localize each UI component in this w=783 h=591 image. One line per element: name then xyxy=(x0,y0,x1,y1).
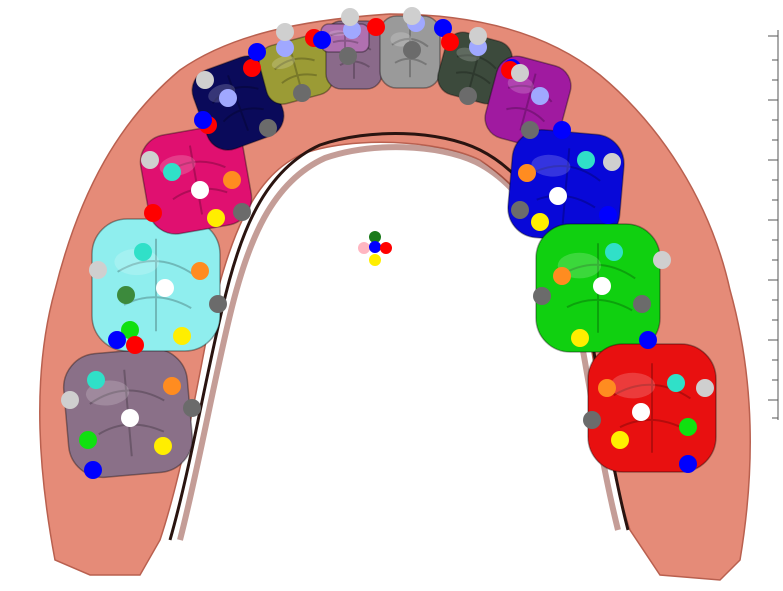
landmark-points xyxy=(61,7,714,479)
landmark-dot-cyan[interactable] xyxy=(577,151,595,169)
tooth-crown xyxy=(139,125,253,235)
landmark-dot-grey[interactable] xyxy=(459,87,477,105)
landmark-dot-grey[interactable] xyxy=(403,41,421,59)
landmark-dot-blue[interactable] xyxy=(599,206,617,224)
tooth-molar-right[interactable] xyxy=(587,343,717,473)
center-marker-dot-pink xyxy=(358,242,370,254)
center-marker[interactable] xyxy=(358,231,392,266)
landmark-dot-grey[interactable] xyxy=(259,119,277,137)
landmark-dot-grey[interactable] xyxy=(339,47,357,65)
landmark-dot-green[interactable] xyxy=(121,321,139,339)
gum-inner-shadow xyxy=(177,144,621,541)
landmark-dot-lavender[interactable] xyxy=(531,87,549,105)
landmark-dot-grey[interactable] xyxy=(533,287,551,305)
landmark-dot-lightgrey[interactable] xyxy=(403,7,421,25)
landmark-dot-darkgreen[interactable] xyxy=(117,286,135,304)
landmark-dot-lightgrey[interactable] xyxy=(603,153,621,171)
landmark-dot-white[interactable] xyxy=(121,409,139,427)
tooth-highlight xyxy=(390,32,412,47)
landmark-dot-orange[interactable] xyxy=(191,262,209,280)
tooth-premolar-left-2[interactable] xyxy=(136,122,256,239)
tooth-canine-right[interactable] xyxy=(480,52,575,153)
scale-ruler xyxy=(768,30,779,420)
landmark-dot-orange[interactable] xyxy=(223,171,241,189)
landmark-dot-lavender[interactable] xyxy=(219,89,237,107)
tooth-highlight xyxy=(610,372,656,399)
landmark-dot-red[interactable] xyxy=(243,59,261,77)
landmark-dot-blue[interactable] xyxy=(248,43,266,61)
center-marker-dot-red xyxy=(380,242,392,254)
landmark-dot-red[interactable] xyxy=(126,336,144,354)
landmark-dot-lightgrey[interactable] xyxy=(276,23,294,41)
landmark-dot-orange[interactable] xyxy=(553,267,571,285)
tooth-cusp-shading xyxy=(274,49,317,91)
gum-inner-groove xyxy=(168,132,630,541)
landmark-dot-red[interactable] xyxy=(144,204,162,222)
center-marker-dot-forest xyxy=(369,231,381,243)
landmark-dot-lavender[interactable] xyxy=(276,39,294,57)
landmark-dot-yellow[interactable] xyxy=(154,437,172,455)
landmark-dot-yellow[interactable] xyxy=(611,431,629,449)
center-marker-dot-yellow xyxy=(369,254,381,266)
landmark-dot-blue[interactable] xyxy=(108,331,126,349)
landmark-dot-orange[interactable] xyxy=(163,377,181,395)
landmark-dot-red[interactable] xyxy=(441,33,459,51)
tooth-cusp-shading xyxy=(211,75,264,131)
tooth-highlight xyxy=(329,30,347,36)
landmark-dot-white[interactable] xyxy=(156,279,174,297)
landmark-dot-white[interactable] xyxy=(549,187,567,205)
landmark-dot-lightgrey[interactable] xyxy=(89,261,107,279)
landmark-dot-lightgrey[interactable] xyxy=(141,151,159,169)
landmark-dot-lightgrey[interactable] xyxy=(196,71,214,89)
landmark-dot-blue[interactable] xyxy=(313,31,331,49)
landmark-dot-orange[interactable] xyxy=(518,164,536,182)
landmark-dot-grey[interactable] xyxy=(233,203,251,221)
landmark-dot-lightgrey[interactable] xyxy=(653,251,671,269)
landmark-dot-grey[interactable] xyxy=(583,411,601,429)
landmark-dot-blue[interactable] xyxy=(194,111,212,129)
landmark-dot-grey[interactable] xyxy=(209,295,227,313)
landmark-dot-cyan[interactable] xyxy=(163,163,181,181)
landmark-dot-orange[interactable] xyxy=(598,379,616,397)
landmark-dot-cyan[interactable] xyxy=(87,371,105,389)
center-marker-dot-blue xyxy=(369,241,381,253)
tooth-crown xyxy=(484,55,572,149)
landmark-dot-blue[interactable] xyxy=(84,461,102,479)
landmark-dot-white[interactable] xyxy=(593,277,611,295)
landmark-dot-yellow[interactable] xyxy=(173,327,191,345)
landmark-dot-lightgrey[interactable] xyxy=(469,27,487,45)
landmark-dot-blue[interactable] xyxy=(679,455,697,473)
landmark-dot-blue[interactable] xyxy=(553,121,571,139)
landmark-dot-lightgrey[interactable] xyxy=(511,64,529,82)
landmark-dot-grey[interactable] xyxy=(511,201,529,219)
tooth-molar-left[interactable] xyxy=(91,218,221,352)
landmark-dot-cyan[interactable] xyxy=(134,243,152,261)
landmark-dot-white[interactable] xyxy=(191,181,209,199)
landmark-dot-grey[interactable] xyxy=(293,84,311,102)
landmark-dot-yellow[interactable] xyxy=(207,209,225,227)
landmark-dot-grey[interactable] xyxy=(633,295,651,313)
tooth-highlight xyxy=(507,76,534,94)
landmark-dot-green[interactable] xyxy=(679,418,697,436)
landmark-dot-cyan[interactable] xyxy=(667,374,685,392)
landmark-dot-yellow[interactable] xyxy=(571,329,589,347)
landmark-dot-lightgrey[interactable] xyxy=(696,379,714,397)
landmark-dot-blue[interactable] xyxy=(434,19,452,37)
landmark-dot-lightgrey[interactable] xyxy=(61,391,79,409)
tooth-highlight xyxy=(531,154,571,177)
landmark-dot-yellow[interactable] xyxy=(531,213,549,231)
landmark-dot-cyan[interactable] xyxy=(605,243,623,261)
landmark-dot-lightgrey[interactable] xyxy=(341,8,359,26)
tooth-highlight xyxy=(271,55,296,70)
landmark-dot-grey[interactable] xyxy=(183,399,201,417)
landmark-dot-white[interactable] xyxy=(632,403,650,421)
landmark-dot-red[interactable] xyxy=(367,18,385,36)
landmark-dot-green[interactable] xyxy=(79,431,97,449)
landmark-dot-grey[interactable] xyxy=(521,121,539,139)
landmark-dot-blue[interactable] xyxy=(639,331,657,349)
